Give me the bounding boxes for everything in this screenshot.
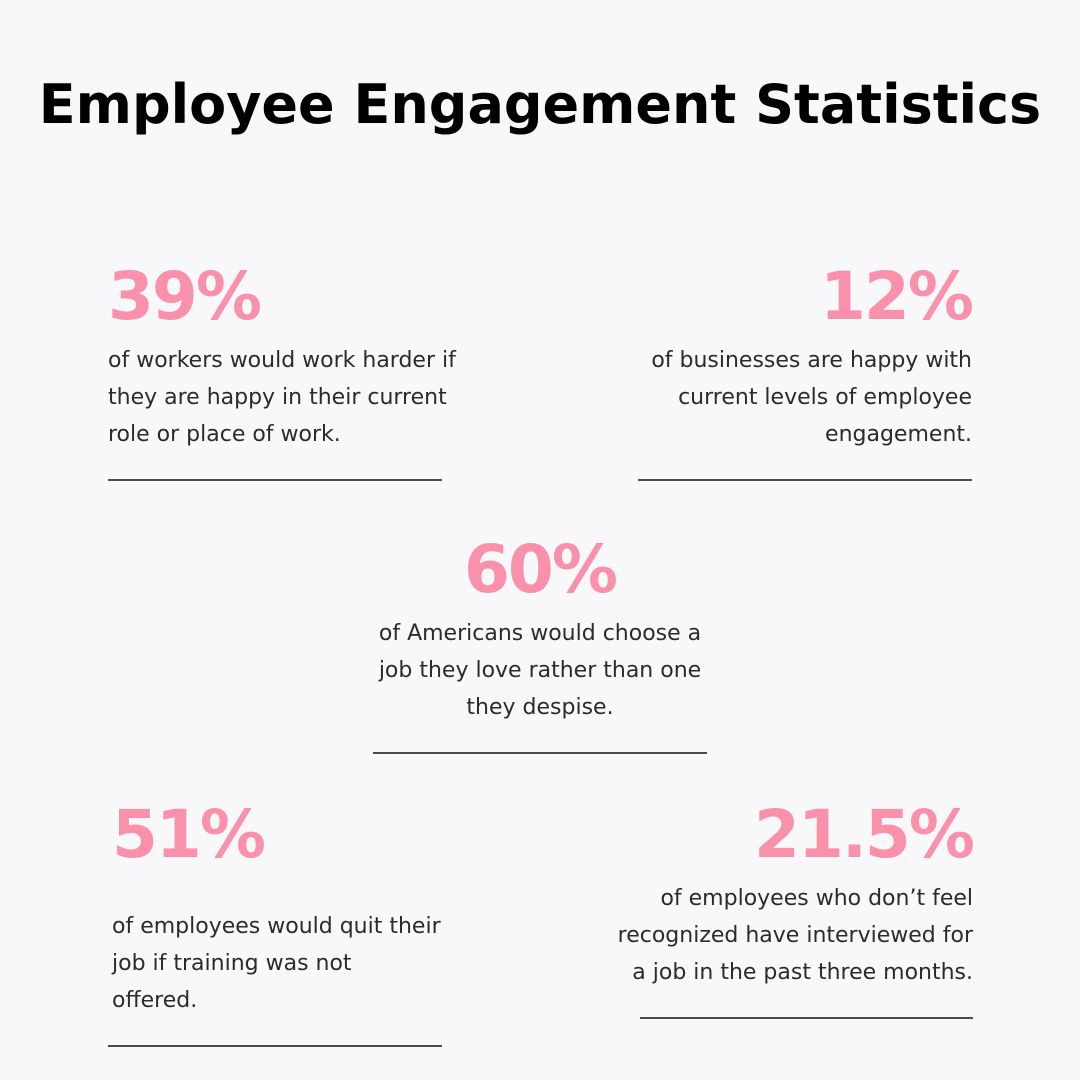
divider [108, 479, 442, 481]
stat-description: of employees who don’t feel recognized h… [617, 886, 973, 985]
stat-description: of businesses are happy with current lev… [651, 348, 972, 447]
divider [373, 752, 707, 754]
divider [638, 479, 972, 481]
stat-card-51: 51% of employees would quit their job if… [108, 800, 442, 1047]
stat-value: 39% [108, 258, 262, 335]
stat-description: of workers would work harder if they are… [108, 348, 456, 447]
stat-value: 21.5% [754, 796, 975, 873]
divider [108, 1045, 442, 1047]
stat-value: 51% [112, 796, 266, 873]
stat-description: of employees would quit their job if tra… [112, 914, 441, 1013]
stat-card-60: 60% of Americans would choose a job they… [373, 535, 707, 754]
stat-card-21-5: 21.5% of employees who don’t feel recogn… [600, 796, 975, 1019]
stat-card-39: 39% of workers would work harder if they… [108, 258, 456, 481]
stat-description: of Americans would choose a job they lov… [378, 621, 702, 720]
stat-value: 60% [464, 531, 618, 608]
stat-value: 12% [820, 258, 974, 335]
page-title: Employee Engagement Statistics [38, 73, 1042, 136]
stat-card-12: 12% of businesses are happy with current… [638, 258, 974, 481]
divider [640, 1017, 973, 1019]
